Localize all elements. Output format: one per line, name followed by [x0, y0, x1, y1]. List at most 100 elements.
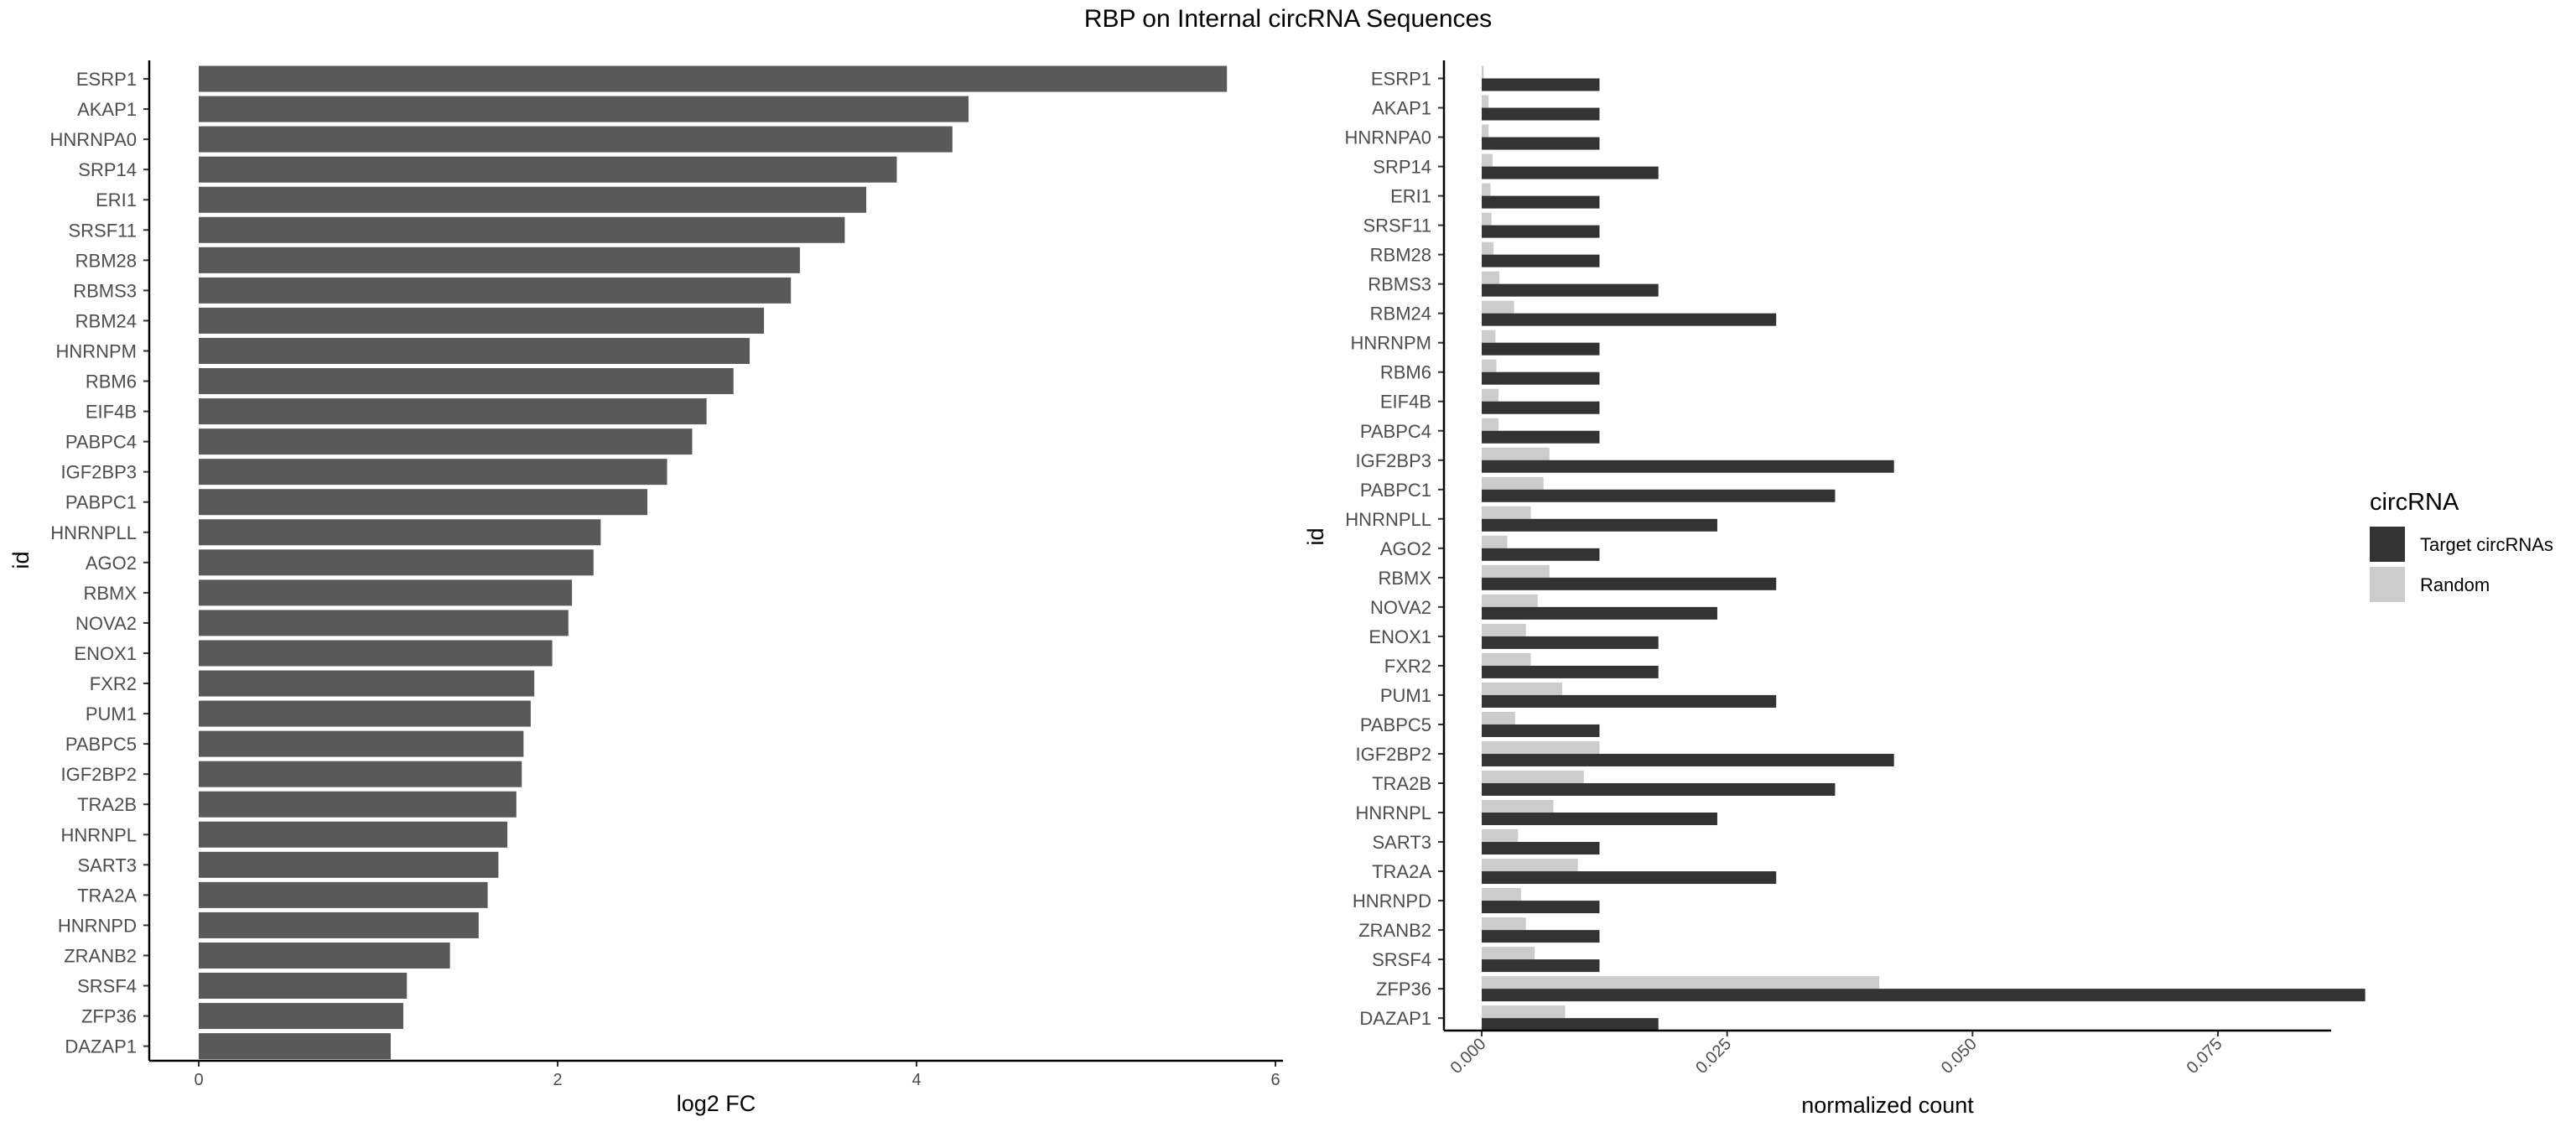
- right-y-axis-title: id: [1303, 527, 1328, 545]
- y-tick-label: ZRANB2: [64, 945, 137, 966]
- bar-target-zranb2: [1482, 930, 1600, 943]
- y-tick-label: DAZAP1: [65, 1036, 137, 1057]
- bar-random-enox1: [1482, 623, 1526, 636]
- bar-pabpc4: [199, 428, 693, 455]
- right-bars: [1482, 65, 2366, 1031]
- y-tick-label: FXR2: [90, 673, 137, 694]
- y-tick-label: TRA2A: [1372, 861, 1431, 882]
- y-tick-label: IGF2BP3: [1356, 450, 1431, 471]
- bar-random-fxr2: [1482, 652, 1531, 666]
- bar-srsf4: [199, 973, 408, 1000]
- bar-tra2a: [199, 881, 488, 908]
- bar-random-pabpc5: [1482, 711, 1515, 724]
- y-tick-label: HNRNPLL: [50, 522, 137, 543]
- y-tick-label: NOVA2: [75, 613, 137, 634]
- bar-hnrnpd: [199, 911, 479, 938]
- bar-target-hnrnpl: [1482, 813, 1717, 826]
- bar-pabpc5: [199, 730, 524, 757]
- left-x-axis-title: log2 FC: [677, 1091, 756, 1116]
- bar-random-hnrnpl: [1482, 800, 1554, 813]
- x-tick-label: 2: [553, 1071, 562, 1089]
- x-tick-label: 0.000: [1447, 1035, 1490, 1078]
- bar-hnrnpl: [199, 821, 508, 848]
- bar-random-rbmx: [1482, 564, 1550, 578]
- y-tick-label: PABPC5: [65, 734, 137, 755]
- bar-srsf11: [199, 216, 845, 243]
- bar-random-esrp1: [1482, 65, 1484, 79]
- y-tick-label: AKAP1: [1372, 98, 1431, 119]
- bar-random-eri1: [1482, 183, 1491, 196]
- bar-target-eif4b: [1482, 401, 1600, 414]
- bar-target-zfp36: [1482, 989, 2366, 1002]
- bar-random-nova2: [1482, 594, 1538, 607]
- bar-target-tra2b: [1482, 782, 1836, 796]
- x-tick-label: 4: [911, 1071, 921, 1089]
- bar-target-sart3: [1482, 842, 1600, 855]
- y-tick-label: HNRNPD: [1353, 891, 1431, 911]
- left-y-tick-labels: ESRP1 AKAP1 HNRNPA0 SRP14 ERI1 SRSF11 RBM28 RBM…: [49, 69, 149, 1057]
- bar-random-hnrnpm: [1482, 330, 1496, 343]
- bar-target-hnrnpd: [1482, 901, 1600, 914]
- bar-random-eif4b: [1482, 388, 1498, 402]
- bar-target-igf2bp2: [1482, 753, 1894, 766]
- bar-target-pum1: [1482, 694, 1777, 708]
- bar-target-eri1: [1482, 195, 1600, 209]
- y-tick-label: RBMX: [1378, 568, 1431, 589]
- y-tick-label: EIF4B: [1380, 392, 1431, 413]
- y-tick-label: PUM1: [86, 704, 137, 724]
- bar-target-nova2: [1482, 606, 1717, 620]
- legend: circRNA Target circRNAs Random: [2370, 489, 2553, 602]
- left-x-tick-labels: 0 2 4 6: [194, 1061, 1280, 1089]
- bar-pum1: [199, 700, 531, 727]
- y-tick-label: PABPC4: [1360, 421, 1431, 442]
- y-tick-label: PABPC5: [1360, 714, 1431, 735]
- x-tick-label: 0.025: [1692, 1035, 1735, 1078]
- y-tick-label: TRA2B: [77, 794, 137, 815]
- y-tick-label: HNRNPM: [1350, 333, 1431, 354]
- bar-random-srsf4: [1482, 947, 1535, 960]
- bar-hnrnpa0: [199, 126, 953, 153]
- bar-zranb2: [199, 942, 450, 969]
- y-tick-label: RBMS3: [73, 280, 137, 301]
- legend-key-random: [2370, 567, 2405, 602]
- y-tick-label: AGO2: [86, 553, 137, 574]
- bar-akap1: [199, 96, 969, 122]
- y-tick-label: IGF2BP2: [61, 764, 137, 785]
- bar-nova2: [199, 610, 569, 636]
- bar-fxr2: [199, 670, 535, 697]
- bar-zfp36: [199, 1003, 403, 1030]
- y-tick-label: SRSF11: [1363, 216, 1431, 236]
- bar-random-tra2a: [1482, 859, 1578, 872]
- y-tick-label: SRSF4: [77, 976, 137, 997]
- bar-hnrnpm: [199, 337, 750, 364]
- y-tick-label: ZFP36: [81, 1006, 137, 1027]
- bar-random-rbm28: [1482, 242, 1494, 255]
- bar-target-ago2: [1482, 548, 1600, 561]
- bar-rbm24: [199, 307, 765, 334]
- y-tick-label: SRP14: [1373, 157, 1431, 178]
- y-tick-label: ESRP1: [1371, 69, 1431, 90]
- right-x-axis-title: normalized count: [1801, 1093, 1974, 1118]
- y-tick-label: IGF2BP2: [1356, 744, 1431, 765]
- y-tick-label: ERI1: [96, 190, 137, 210]
- legend-label-target: Target circRNAs: [2420, 534, 2553, 555]
- bar-eri1: [199, 186, 867, 213]
- y-tick-label: PABPC4: [65, 432, 137, 453]
- bar-target-hnrnpa0: [1482, 137, 1600, 150]
- bar-target-enox1: [1482, 636, 1659, 649]
- bar-target-hnrnpll: [1482, 518, 1717, 532]
- bar-random-hnrnpa0: [1482, 124, 1489, 138]
- bar-sart3: [199, 851, 499, 878]
- y-tick-label: DAZAP1: [1359, 1008, 1431, 1029]
- right-panel-normalized-count: ESRP1 AKAP1 HNRNPA0 SRP14 ERI1 SRSF11 RBM28 RBM…: [1303, 60, 2366, 1118]
- bar-rbm28: [199, 247, 800, 273]
- bar-target-rbms3: [1482, 283, 1659, 297]
- bar-random-hnrnpd: [1482, 888, 1521, 901]
- y-tick-label: AGO2: [1380, 538, 1431, 559]
- x-tick-label: 0: [194, 1071, 203, 1089]
- bar-target-rbm6: [1482, 371, 1600, 385]
- y-tick-label: EIF4B: [86, 402, 137, 423]
- left-y-axis-title: id: [8, 551, 34, 569]
- y-tick-label: IGF2BP3: [61, 462, 137, 483]
